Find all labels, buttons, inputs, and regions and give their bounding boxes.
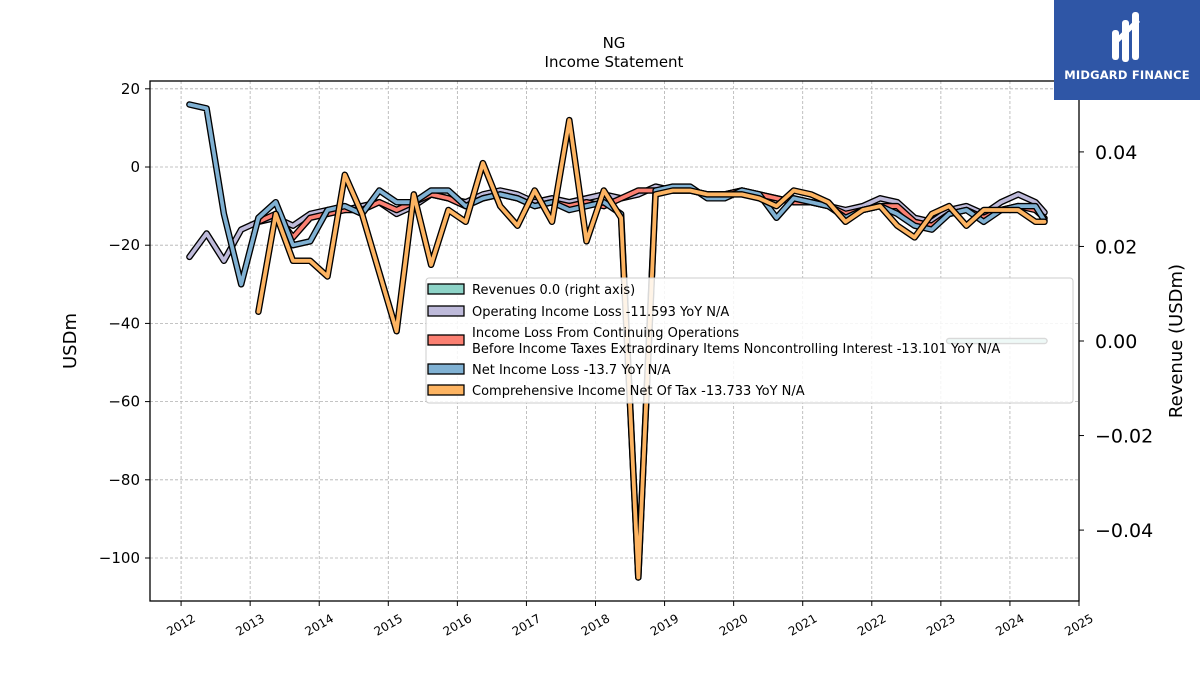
legend-label-income-continuing-ops-1: Income Loss From Continuing Operations (472, 326, 739, 341)
legend-swatch-revenues (427, 283, 465, 295)
y-tick-label: 0 (130, 158, 140, 176)
legend-box (425, 277, 1074, 404)
legend-swatch-net-income (427, 363, 465, 375)
midgard-logo-icon (1112, 12, 1140, 62)
x-tick-label: 2012 (164, 611, 197, 638)
legend: Revenues 0.0 (right axis) Operating Inco… (425, 277, 1074, 404)
x-tick-label: 2017 (510, 611, 543, 638)
chart-title: NG (603, 34, 626, 52)
y-right-tick-label: 0.02 (1095, 236, 1137, 258)
x-tick-label: 2013 (233, 611, 266, 638)
x-tick-label: 2022 (855, 611, 888, 638)
legend-swatch-income-continuing-ops (427, 334, 465, 346)
y-tick-label: −40 (108, 314, 140, 332)
legend-label-comprehensive-income: Comprehensive Income Net Of Tax -13.733 … (472, 384, 805, 399)
y-tick-label: −80 (108, 471, 140, 489)
y-tick-label: 20 (121, 80, 140, 98)
y-axis-label: USDm (60, 313, 81, 369)
x-tick-label: 2014 (302, 611, 335, 638)
x-tick-label: 2020 (717, 611, 750, 638)
y-right-tick-label: −0.02 (1095, 426, 1153, 448)
x-tick-label: 2019 (648, 611, 681, 638)
legend-swatch-comprehensive-income (427, 384, 465, 396)
legend-label-operating-income: Operating Income Loss -11.593 YoY N/A (472, 305, 729, 320)
y-tick-label: −20 (108, 236, 140, 254)
y-tick-label: −100 (99, 549, 140, 567)
legend-swatch-operating-income (427, 305, 465, 317)
x-tick-label: 2023 (924, 611, 957, 638)
y-axis-right-label: Revenue (USDm) (1166, 264, 1187, 418)
legend-label-income-continuing-ops-2: Before Income Taxes Extraordinary Items … (472, 342, 1000, 357)
series-line-comprehensive-income-net-of-tax (256, 118, 1047, 580)
x-tick-label: 2018 (579, 611, 612, 638)
x-tick-label: 2016 (441, 611, 474, 638)
y-right-tick-label: 0.00 (1095, 331, 1137, 353)
legend-label-net-income: Net Income Loss -13.7 YoY N/A (472, 363, 671, 378)
y-right-tick-label: 0.04 (1095, 142, 1137, 164)
brand-name: MIDGARD FINANCE (1064, 68, 1190, 82)
x-tick-label: 2021 (786, 611, 819, 638)
y-right-tick-label: −0.04 (1095, 520, 1153, 542)
legend-label-revenues: Revenues 0.0 (right axis) (472, 283, 635, 298)
x-tick-label: 2025 (1062, 611, 1095, 638)
chart-subtitle: Income Statement (545, 53, 684, 71)
x-tick-label: 2024 (993, 611, 1026, 638)
x-tick-label: 2015 (372, 611, 405, 638)
brand-logo: MIDGARD FINANCE (1054, 0, 1200, 100)
y-tick-label: −60 (108, 393, 140, 411)
